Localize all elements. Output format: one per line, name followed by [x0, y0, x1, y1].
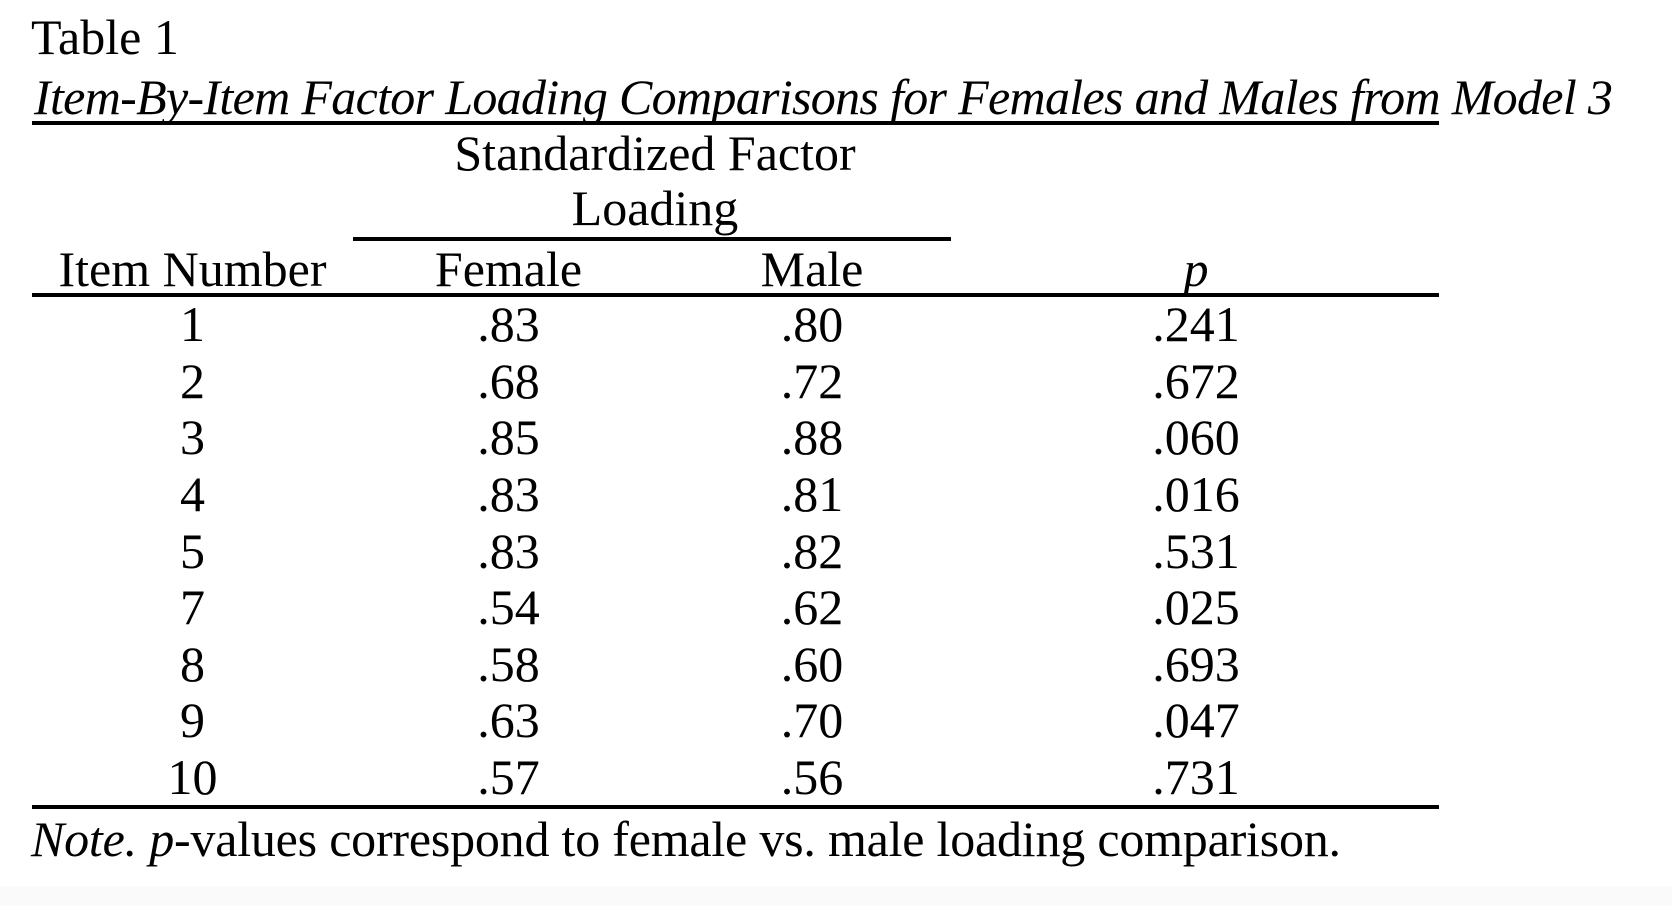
column-header-item-number: Item Number	[58, 240, 327, 297]
screenshot-edge-band	[0, 886, 1672, 906]
cell-female: .83	[477, 466, 540, 522]
cell-female: .83	[477, 296, 540, 353]
cell-p: .241	[1152, 296, 1240, 353]
cell-male: .88	[780, 409, 844, 466]
cell-p: .025	[1152, 579, 1240, 636]
column-header-p: p	[1183, 240, 1209, 297]
column-header-male: Male	[760, 240, 864, 297]
cell-item-number: 1	[180, 296, 205, 353]
note-text: -values correspond to female vs. male lo…	[173, 810, 1341, 867]
title-underline-rule	[32, 121, 1439, 125]
table-number: Table 1	[31, 9, 179, 65]
note-label: Note.	[31, 810, 150, 867]
cell-female: .85	[477, 409, 540, 466]
cell-female: .58	[477, 635, 540, 692]
cell-male: .70	[780, 692, 844, 749]
cell-male: .62	[780, 579, 844, 636]
cell-female: .83	[477, 522, 540, 579]
cell-p: .672	[1152, 352, 1240, 409]
column-header-female: Female	[434, 240, 583, 297]
cell-item-number: 3	[180, 409, 205, 466]
bottom-rule	[32, 805, 1439, 810]
note-p-symbol: p	[149, 810, 174, 867]
cell-item-number: 2	[180, 352, 205, 409]
cell-male: .56	[780, 749, 844, 805]
header-rule	[32, 293, 1439, 297]
cell-p: .731	[1152, 749, 1240, 805]
cell-male: .80	[780, 296, 844, 353]
cell-item-number: 4	[180, 466, 205, 522]
cell-item-number: 8	[180, 635, 205, 692]
cell-p: .060	[1152, 409, 1240, 466]
cell-p: .531	[1152, 522, 1240, 579]
column-spanner-line1: Standardized Factor	[454, 124, 856, 181]
cell-item-number: 9	[180, 692, 205, 749]
cell-male: .82	[780, 522, 844, 579]
cell-female: .57	[477, 749, 540, 805]
cell-p: .047	[1152, 692, 1240, 749]
cell-female: .68	[477, 352, 540, 409]
table-title: Item-By-Item Factor Loading Comparisons …	[34, 69, 1613, 125]
cell-female: .54	[477, 579, 540, 636]
cell-male: .60	[780, 635, 844, 692]
cell-item-number: 5	[180, 522, 205, 579]
column-spanner-line2: Loading	[571, 179, 739, 236]
table-note: Note. p-values correspond to female vs. …	[31, 814, 1341, 864]
cell-p: .693	[1152, 635, 1240, 692]
cell-male: .81	[780, 466, 844, 522]
spanner-rule	[353, 237, 951, 241]
cell-male: .72	[780, 352, 844, 409]
cell-p: .016	[1152, 466, 1240, 522]
cell-item-number: 7	[180, 579, 205, 636]
cell-female: .63	[477, 692, 540, 749]
cell-item-number: 10	[167, 749, 218, 805]
